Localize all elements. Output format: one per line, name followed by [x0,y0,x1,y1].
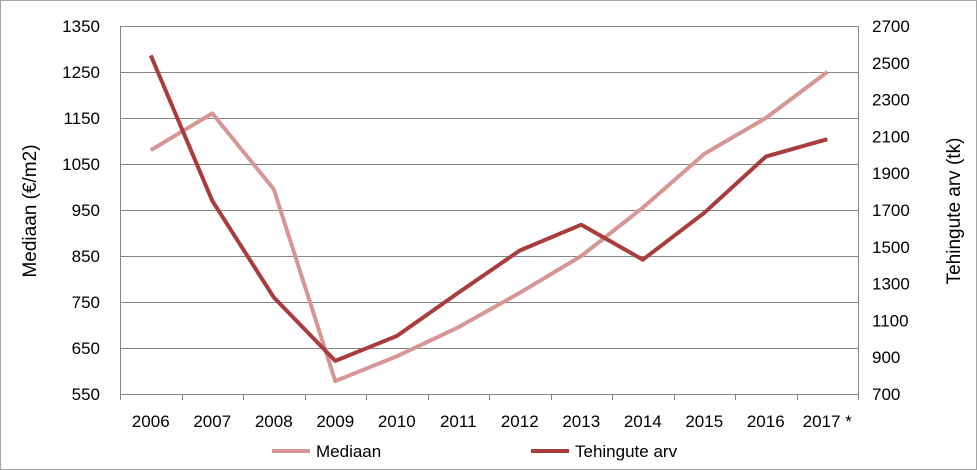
right-tick-label: 2300 [872,91,910,110]
series [148,54,829,384]
right-tick-label: 900 [872,348,900,367]
left-tick-label: 750 [72,293,100,312]
series-line-tehingute-arv [148,54,828,363]
left-tick-label: 550 [72,385,100,404]
x-axis-ticks: 2006 2007 2008 2009 2010 2011 2012 2013 2014 2015… [132,412,852,431]
legend-label-mediaan: Mediaan [316,442,381,461]
legend: Mediaan Tehingute arv [272,442,678,461]
left-tick-label: 850 [72,247,100,266]
left-tick-label: 1250 [62,63,100,82]
right-tick-label: 2500 [872,54,910,73]
right-tick-label: 1300 [872,275,910,294]
left-tick-label: 950 [72,201,100,220]
left-axis-title: Mediaan (€/m2) [20,144,41,277]
x-tick-label: 2007 [193,412,231,431]
x-tick-label: 2013 [562,412,600,431]
x-tick-label: 2016 [747,412,785,431]
right-tick-label: 2100 [872,127,910,146]
x-tick-label: 2008 [255,412,293,431]
x-tick-label: 2017 * [803,412,853,431]
right-tick-label: 1900 [872,164,910,183]
gridlines [120,26,858,349]
legend-label-tehingute-arv: Tehingute arv [575,442,678,461]
x-tick-label: 2009 [316,412,354,431]
right-tick-label: 2700 [872,17,910,36]
right-tick-label: 1500 [872,238,910,257]
right-tick-label: 700 [872,385,900,404]
x-tick-label: 2012 [501,412,539,431]
axes [120,26,859,400]
right-tick-label: 1100 [872,311,909,330]
right-tick-label: 1700 [872,201,910,220]
x-tick-label: 2014 [624,412,662,431]
left-tick-label: 1350 [62,17,100,36]
right-axis-title: Tehingute arv (tk) [944,138,965,285]
series-line-mediaan [149,70,829,384]
x-tick-label: 2006 [132,412,170,431]
x-tick-label: 2010 [378,412,416,431]
left-tick-label: 650 [72,339,100,358]
left-tick-label: 1050 [62,155,100,174]
x-tick-label: 2015 [685,412,723,431]
left-tick-label: 1150 [63,109,100,128]
left-axis-ticks: 550 650 750 850 950 1050 1150 1250 1350 [62,17,100,404]
x-tick-label: 2011 [440,412,477,431]
right-axis-ticks: 700 900 1100 1300 1500 1700 1900 2100 2300 2500 27… [872,17,910,404]
